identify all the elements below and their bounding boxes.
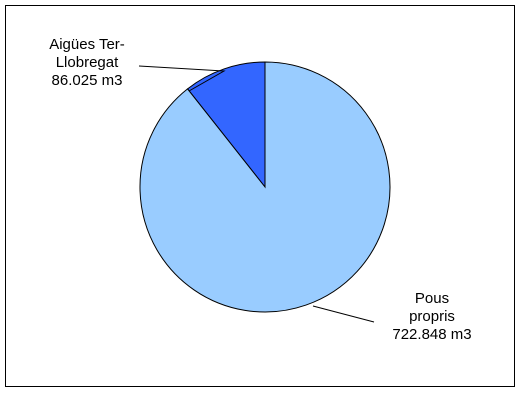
pie-slice-2 bbox=[139, 61, 391, 313]
leader-lines-layer bbox=[138, 65, 375, 323]
slice-label-line: Llobregat bbox=[56, 54, 119, 71]
leader-line-1 bbox=[138, 65, 226, 92]
slice-label-1: Aigües Ter-Llobregat 86.025 m3 bbox=[49, 36, 125, 89]
slice-label-line: 86.025 m3 bbox=[52, 72, 123, 89]
slice-label-line: Pous bbox=[415, 290, 449, 307]
slice-label-line: Aigües Ter- bbox=[49, 36, 125, 53]
slices-layer bbox=[139, 61, 391, 313]
pie-slice-1 bbox=[186, 61, 266, 189]
labels-layer: Aigües Ter-Llobregat 86.025 m3 Pous propris… bbox=[49, 36, 471, 343]
slice-label-2: Pous propris 722.848 m3 bbox=[392, 290, 471, 343]
slice-label-line: propris bbox=[409, 308, 455, 325]
leader-line-2 bbox=[312, 305, 375, 323]
slice-label-line: 722.848 m3 bbox=[392, 326, 471, 343]
